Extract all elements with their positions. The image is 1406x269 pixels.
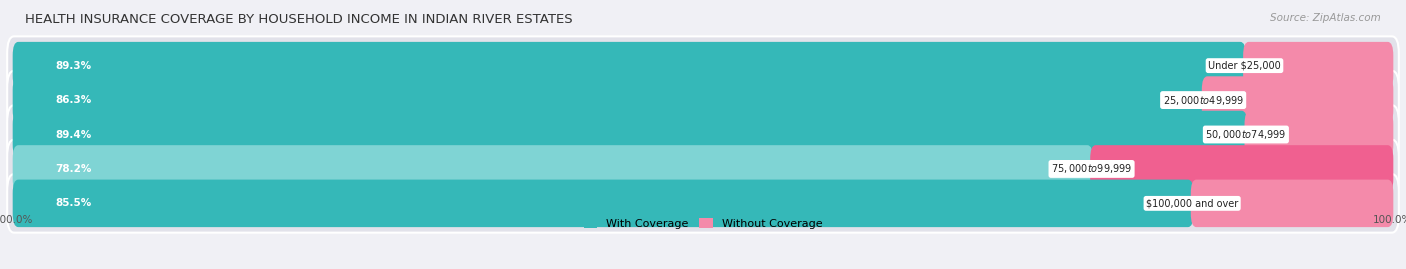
FancyBboxPatch shape <box>7 174 1399 233</box>
Text: $100,000 and over: $100,000 and over <box>1146 198 1239 208</box>
Text: 78.2%: 78.2% <box>55 164 91 174</box>
FancyBboxPatch shape <box>13 180 1194 227</box>
FancyBboxPatch shape <box>7 71 1399 129</box>
FancyBboxPatch shape <box>1191 180 1393 227</box>
Text: Under $25,000: Under $25,000 <box>1208 61 1281 71</box>
FancyBboxPatch shape <box>1243 42 1393 89</box>
Text: $75,000 to $99,999: $75,000 to $99,999 <box>1050 162 1132 175</box>
FancyBboxPatch shape <box>13 42 1246 89</box>
Text: $50,000 to $74,999: $50,000 to $74,999 <box>1205 128 1286 141</box>
Text: 89.3%: 89.3% <box>55 61 91 71</box>
FancyBboxPatch shape <box>1244 111 1393 158</box>
FancyBboxPatch shape <box>7 105 1399 164</box>
Legend: With Coverage, Without Coverage: With Coverage, Without Coverage <box>583 218 823 229</box>
FancyBboxPatch shape <box>13 145 1092 193</box>
Text: 85.5%: 85.5% <box>55 198 91 208</box>
Text: 89.4%: 89.4% <box>55 129 91 140</box>
FancyBboxPatch shape <box>7 140 1399 198</box>
Text: 100.0%: 100.0% <box>1374 215 1406 225</box>
Text: 86.3%: 86.3% <box>55 95 91 105</box>
FancyBboxPatch shape <box>13 111 1247 158</box>
FancyBboxPatch shape <box>1202 76 1393 124</box>
Text: 100.0%: 100.0% <box>0 215 32 225</box>
FancyBboxPatch shape <box>1090 145 1393 193</box>
Text: Source: ZipAtlas.com: Source: ZipAtlas.com <box>1270 13 1381 23</box>
Text: $25,000 to $49,999: $25,000 to $49,999 <box>1163 94 1244 107</box>
Text: HEALTH INSURANCE COVERAGE BY HOUSEHOLD INCOME IN INDIAN RIVER ESTATES: HEALTH INSURANCE COVERAGE BY HOUSEHOLD I… <box>25 13 572 26</box>
FancyBboxPatch shape <box>7 36 1399 95</box>
FancyBboxPatch shape <box>13 76 1205 124</box>
